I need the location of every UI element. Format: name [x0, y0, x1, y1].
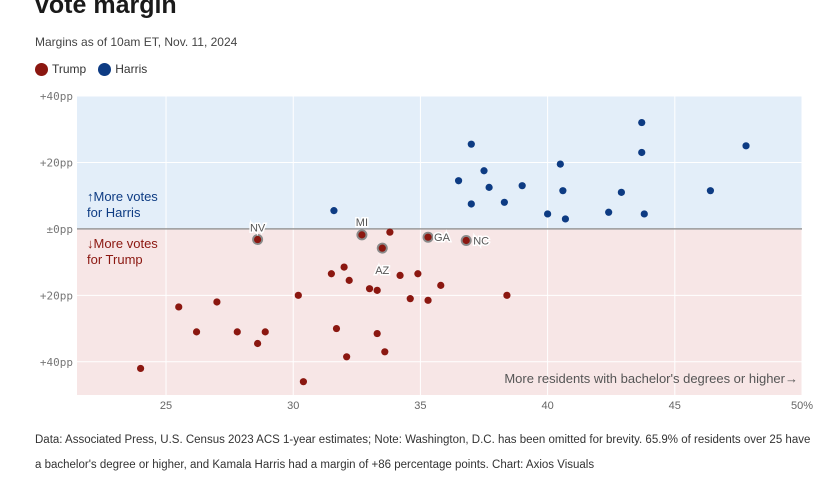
trump-point [233, 328, 241, 336]
harris-point [480, 167, 488, 175]
harris-point [544, 210, 552, 218]
state-label-az: AZ [375, 265, 389, 277]
trump-point [254, 339, 262, 348]
trump-point [340, 263, 348, 271]
x-tick-label: 45 [669, 400, 681, 412]
harris-point [706, 187, 715, 195]
y-tick-label: +20pp [40, 289, 73, 302]
y-tick-label: +40pp [40, 356, 73, 369]
harris-point [559, 187, 567, 195]
harris-region-label: ↑More votes for Harris [87, 189, 158, 220]
trump-point [358, 231, 366, 239]
trump-point [386, 228, 394, 236]
x-tick-label: 25 [160, 400, 172, 412]
harris-point [638, 118, 646, 127]
legend-item-harris: Harris [98, 62, 147, 76]
trump-point [175, 303, 183, 311]
chart-title: vote margin [35, 0, 177, 19]
harris-point [638, 148, 646, 157]
x-tick-label: 30 [287, 400, 299, 412]
harris-point [330, 207, 338, 215]
y-tick-label: +20pp [40, 156, 73, 169]
harris-point [467, 200, 475, 208]
trump-point [365, 285, 374, 293]
trump-point [414, 270, 422, 278]
trump-region [77, 228, 802, 395]
trump-point [424, 233, 432, 241]
legend-dot-trump [35, 62, 48, 76]
x-axis-label: More residents with bachelor's degrees o… [504, 371, 798, 386]
trump-point [294, 291, 302, 299]
chart-subtitle: Margins as of 10am ET, Nov. 11, 2024 [35, 35, 238, 49]
x-tick-label: 35 [414, 400, 426, 412]
trump-point [462, 236, 470, 245]
legend-item-trump: Trump [35, 62, 86, 76]
trump-region-label: ↓More votes for Trump [87, 236, 158, 267]
trump-point [261, 328, 269, 336]
trump-point [327, 270, 335, 278]
harris-point [640, 210, 648, 218]
legend-label-harris: Harris [115, 62, 148, 76]
harris-point [485, 183, 493, 191]
source-note: Data: Associated Press, U.S. Census 2023… [35, 434, 811, 471]
trump-point [213, 298, 221, 306]
trump-point [396, 271, 404, 279]
y-tick-label: +40pp [40, 90, 73, 103]
harris-point [617, 188, 625, 196]
harris-point [518, 182, 526, 190]
trump-point [332, 324, 341, 333]
trump-point [299, 378, 308, 386]
harris-point [605, 208, 613, 216]
trump-point [373, 286, 381, 294]
harris-point [454, 177, 463, 185]
legend-dot-harris [98, 62, 112, 76]
trump-point [136, 364, 145, 373]
state-label-ga: GA [434, 232, 451, 244]
trump-point [424, 296, 432, 304]
y-tick-label: ±0pp [47, 223, 74, 236]
trump-point [503, 291, 511, 299]
trump-point [343, 353, 351, 361]
trump-point [254, 235, 262, 244]
harris-point [467, 140, 475, 148]
legend-label-trump: Trump [52, 62, 87, 76]
trump-point [192, 328, 201, 336]
trump-point [437, 281, 445, 289]
harris-point [556, 160, 564, 168]
trump-point [373, 329, 381, 338]
harris-point [742, 142, 750, 150]
harris-point [500, 198, 508, 206]
state-label-nv: NV [250, 223, 266, 235]
trump-point [406, 295, 414, 303]
trump-point [345, 276, 353, 284]
state-label-nc: NC [473, 236, 489, 248]
state-label-mi: MI [356, 217, 368, 229]
trump-point [381, 348, 389, 356]
x-tick-label: 50% [791, 400, 813, 412]
x-tick-label: 40 [541, 400, 553, 412]
trump-point [378, 244, 386, 252]
legend: Trump Harris [35, 62, 159, 76]
harris-point [561, 215, 570, 223]
